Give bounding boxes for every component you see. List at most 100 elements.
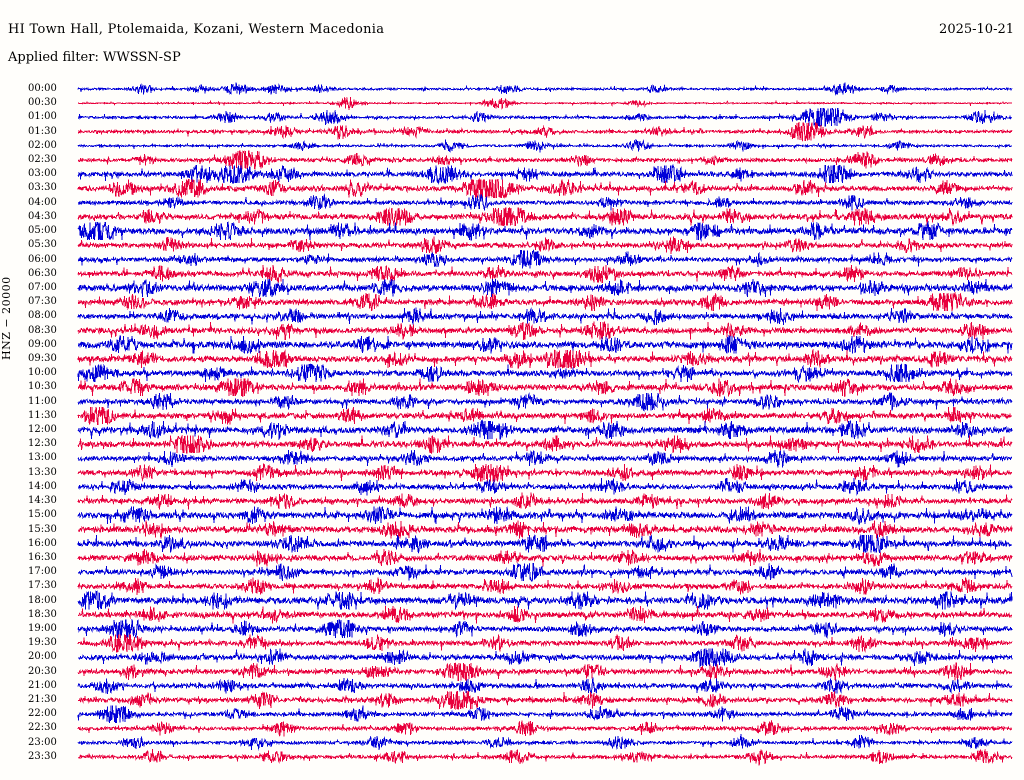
time-axis-tick-label: 08:00 bbox=[28, 310, 57, 322]
time-axis-tick-label: 03:30 bbox=[28, 182, 57, 194]
time-axis-tick-label: 18:00 bbox=[28, 594, 57, 606]
time-axis-tick-label: 22:30 bbox=[28, 722, 57, 734]
trace-line bbox=[77, 691, 1013, 711]
time-axis-tick-label: 09:00 bbox=[28, 338, 57, 350]
time-axis-tick-label: 12:30 bbox=[28, 438, 57, 450]
time-axis-tick-label: 17:00 bbox=[28, 566, 57, 578]
time-axis-tick-label: 04:30 bbox=[28, 210, 57, 222]
time-axis-tick-label: 15:30 bbox=[28, 523, 57, 535]
time-axis-tick-label: 01:00 bbox=[28, 111, 57, 123]
trace-line bbox=[77, 406, 1013, 426]
trace-line bbox=[77, 705, 1013, 724]
trace-line bbox=[77, 249, 1013, 269]
trace-line bbox=[77, 163, 1013, 185]
time-axis-tick-label: 04:00 bbox=[28, 196, 57, 208]
trace-line bbox=[77, 648, 1013, 668]
trace-line bbox=[77, 462, 1013, 483]
trace-line bbox=[77, 506, 1013, 525]
trace-line bbox=[77, 492, 1013, 511]
trace-line bbox=[77, 177, 1013, 199]
trace-line bbox=[77, 264, 1013, 283]
record-date: 2025-10-21 bbox=[939, 22, 1014, 37]
trace-line bbox=[77, 618, 1013, 639]
time-axis-tick-label: 08:30 bbox=[28, 324, 57, 336]
time-axis-tick-label: 14:00 bbox=[28, 480, 57, 492]
page-title: HI Town Hall, Ptolemaida, Kozani, Wester… bbox=[8, 22, 385, 37]
time-axis-tick-label: 22:00 bbox=[28, 708, 57, 720]
time-axis-tick-label: 07:00 bbox=[28, 281, 57, 293]
trace-line bbox=[77, 348, 1013, 369]
time-axis-tick-label: 20:30 bbox=[28, 665, 57, 677]
trace-line bbox=[77, 534, 1013, 555]
trace-line bbox=[77, 278, 1013, 297]
trace-line bbox=[77, 392, 1013, 412]
time-axis-tick-label: 07:30 bbox=[28, 296, 57, 308]
trace-line bbox=[77, 605, 1013, 624]
time-axis-tick-label: 16:30 bbox=[28, 551, 57, 563]
trace-line bbox=[77, 321, 1013, 341]
trace-line bbox=[77, 562, 1013, 582]
time-axis-tick-label: 06:00 bbox=[28, 253, 57, 265]
time-axis-tick-label: 14:30 bbox=[28, 495, 57, 507]
trace-line bbox=[77, 96, 1013, 111]
time-axis-tick-label: 19:30 bbox=[28, 637, 57, 649]
trace-line bbox=[77, 449, 1013, 468]
trace-line bbox=[77, 662, 1013, 683]
time-axis-tick-label: 17:30 bbox=[28, 580, 57, 592]
time-axis-tick-label: 19:00 bbox=[28, 622, 57, 634]
trace-line bbox=[77, 633, 1013, 653]
trace-line bbox=[77, 748, 1013, 766]
trace-line bbox=[77, 720, 1013, 737]
time-axis-tick-label: 16:00 bbox=[28, 537, 57, 549]
time-axis-tick-label: 10:00 bbox=[28, 367, 57, 379]
trace-line bbox=[77, 150, 1013, 170]
time-axis-tick-label: 15:00 bbox=[28, 509, 57, 521]
time-axis-tick-label: 21:30 bbox=[28, 694, 57, 706]
time-axis-tick-label: 02:30 bbox=[28, 154, 57, 166]
trace-line bbox=[77, 220, 1013, 242]
time-axis-tick-label: 02:00 bbox=[28, 139, 57, 151]
trace-line bbox=[77, 82, 1013, 96]
time-axis-tick-label: 06:30 bbox=[28, 267, 57, 279]
time-axis-tick-label: 21:00 bbox=[28, 679, 57, 691]
trace-line bbox=[77, 334, 1013, 354]
trace-line bbox=[77, 477, 1013, 496]
trace-line bbox=[77, 577, 1013, 596]
trace-line bbox=[77, 419, 1013, 441]
trace-line bbox=[77, 291, 1013, 312]
trace-line bbox=[77, 193, 1013, 211]
trace-line bbox=[77, 549, 1013, 567]
time-axis-tick-label: 20:00 bbox=[28, 651, 57, 663]
trace-line bbox=[77, 121, 1013, 143]
time-axis-tick-label: 00:00 bbox=[28, 83, 57, 94]
time-axis-tick-label: 18:30 bbox=[28, 608, 57, 620]
trace-line bbox=[77, 434, 1013, 454]
time-axis-tick-label: 05:00 bbox=[28, 225, 57, 237]
time-axis-tick-label: 13:00 bbox=[28, 452, 57, 464]
trace-line bbox=[77, 590, 1013, 610]
trace-line bbox=[77, 677, 1013, 696]
trace-line bbox=[77, 108, 1013, 127]
trace-line bbox=[77, 138, 1013, 153]
trace-line bbox=[77, 363, 1013, 383]
time-axis-tick-label: 00:30 bbox=[28, 97, 57, 109]
trace-line bbox=[77, 236, 1013, 254]
time-axis-tick-label: 11:00 bbox=[28, 395, 57, 407]
applied-filter-label: Applied filter: WWSSN-SP bbox=[8, 50, 181, 65]
time-axis-tick-label: 23:00 bbox=[28, 736, 57, 748]
trace-line bbox=[77, 206, 1013, 227]
time-axis-tick-label: 11:30 bbox=[28, 409, 57, 421]
time-axis-tick-label: 05:30 bbox=[28, 239, 57, 251]
time-axis-tick-label: 10:30 bbox=[28, 381, 57, 393]
trace-line bbox=[77, 307, 1013, 326]
time-axis-tick-label: 23:30 bbox=[28, 750, 57, 762]
trace-line bbox=[77, 733, 1013, 751]
trace-line bbox=[77, 378, 1013, 397]
time-axis-tick-label: 13:30 bbox=[28, 466, 57, 478]
time-axis-tick-label: 01:30 bbox=[28, 125, 57, 137]
trace-line bbox=[77, 520, 1013, 539]
time-axis-tick-label: 09:30 bbox=[28, 352, 57, 364]
